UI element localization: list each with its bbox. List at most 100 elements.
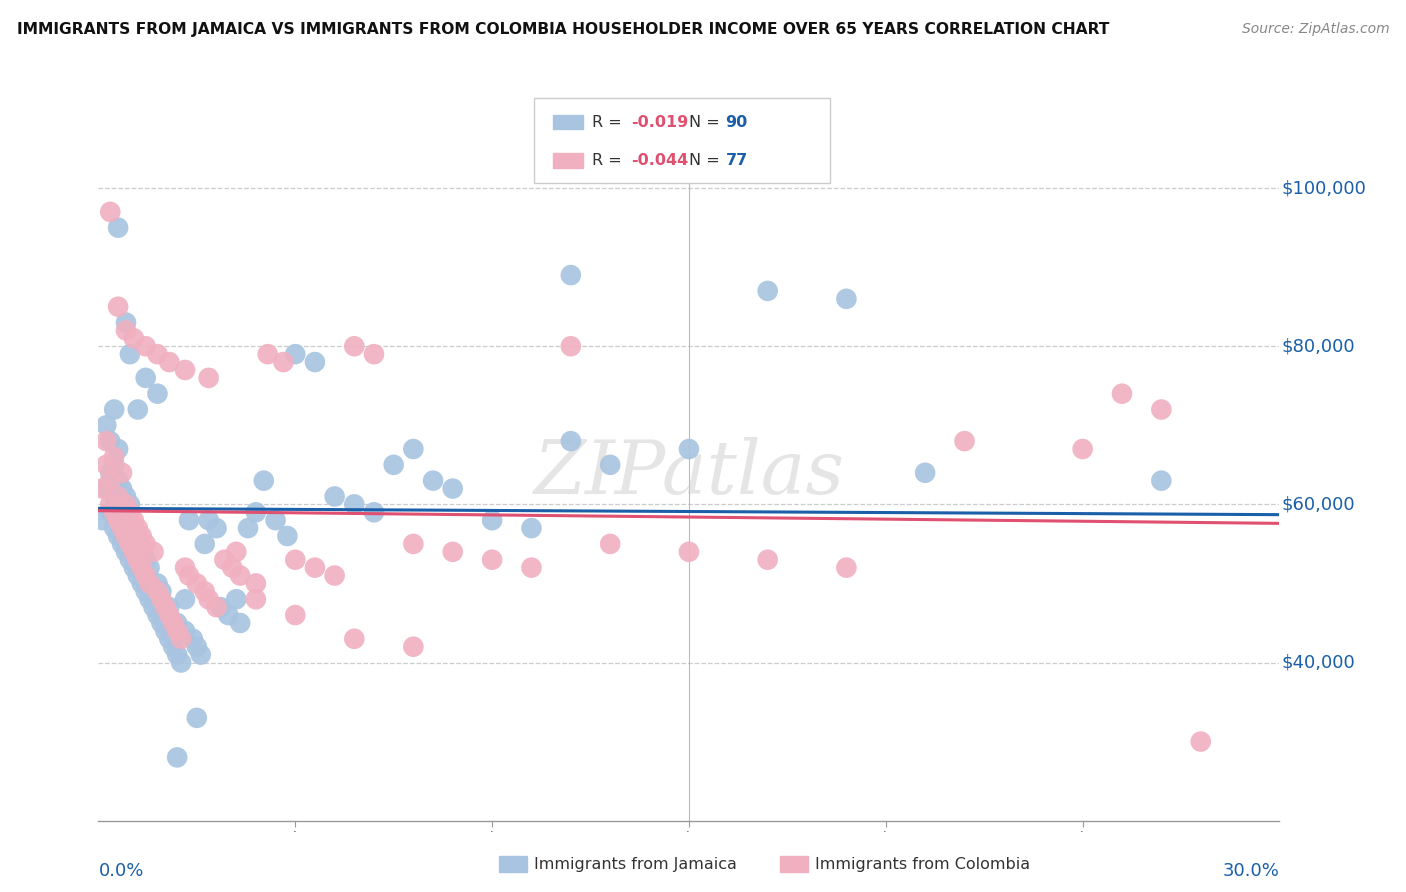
Point bbox=[138, 592, 160, 607]
Point bbox=[304, 355, 326, 369]
Point bbox=[135, 371, 157, 385]
Text: -0.019: -0.019 bbox=[631, 115, 689, 129]
Point bbox=[174, 624, 197, 638]
Point bbox=[157, 632, 180, 646]
Point bbox=[1150, 402, 1173, 417]
Point bbox=[107, 490, 129, 504]
Point bbox=[245, 505, 267, 519]
Point bbox=[599, 458, 621, 472]
Point bbox=[98, 466, 121, 480]
Text: 30.0%: 30.0% bbox=[1223, 863, 1279, 880]
Point bbox=[190, 648, 212, 662]
Point bbox=[181, 632, 204, 646]
Point bbox=[115, 513, 138, 527]
Point bbox=[520, 560, 543, 574]
Point bbox=[560, 339, 582, 353]
Point bbox=[402, 537, 425, 551]
Point bbox=[135, 537, 157, 551]
Point bbox=[111, 521, 134, 535]
Point bbox=[131, 545, 153, 559]
Point bbox=[229, 615, 252, 630]
Point bbox=[174, 560, 197, 574]
Point bbox=[382, 458, 405, 472]
Point bbox=[678, 442, 700, 456]
Point bbox=[135, 584, 157, 599]
Point bbox=[98, 497, 121, 511]
Point bbox=[98, 434, 121, 449]
Point bbox=[138, 560, 160, 574]
Point bbox=[256, 347, 278, 361]
Point bbox=[166, 615, 188, 630]
Point bbox=[150, 584, 173, 599]
Point bbox=[1071, 442, 1094, 456]
Text: ZIPatlas: ZIPatlas bbox=[533, 436, 845, 509]
Point bbox=[107, 497, 129, 511]
Point bbox=[177, 568, 200, 582]
Point bbox=[115, 497, 138, 511]
Point bbox=[131, 560, 153, 574]
Text: 90: 90 bbox=[725, 115, 748, 129]
Point bbox=[118, 537, 141, 551]
Point bbox=[98, 474, 121, 488]
Point bbox=[835, 560, 858, 574]
Point bbox=[115, 490, 138, 504]
Point bbox=[135, 568, 157, 582]
Point bbox=[146, 347, 169, 361]
Point bbox=[166, 624, 188, 638]
Point bbox=[221, 560, 243, 574]
Point bbox=[186, 576, 208, 591]
Point bbox=[118, 347, 141, 361]
Point bbox=[343, 497, 366, 511]
Point bbox=[142, 545, 165, 559]
Point bbox=[111, 482, 134, 496]
Point bbox=[103, 450, 125, 464]
Point bbox=[343, 339, 366, 353]
Point bbox=[186, 640, 208, 654]
Point bbox=[481, 553, 503, 567]
Point bbox=[115, 316, 138, 330]
Point bbox=[166, 648, 188, 662]
Point bbox=[103, 402, 125, 417]
Point bbox=[111, 505, 134, 519]
Point bbox=[111, 537, 134, 551]
Point bbox=[103, 490, 125, 504]
Point bbox=[122, 560, 145, 574]
Point bbox=[135, 339, 157, 353]
Point bbox=[363, 505, 385, 519]
Text: $80,000: $80,000 bbox=[1282, 337, 1355, 355]
Point bbox=[122, 545, 145, 559]
Point bbox=[115, 545, 138, 559]
Point bbox=[174, 363, 197, 377]
Point bbox=[402, 640, 425, 654]
Point bbox=[284, 553, 307, 567]
Point bbox=[422, 474, 444, 488]
Point bbox=[441, 545, 464, 559]
Point bbox=[229, 568, 252, 582]
Point bbox=[111, 466, 134, 480]
Point bbox=[225, 592, 247, 607]
Point bbox=[245, 592, 267, 607]
Point bbox=[146, 576, 169, 591]
Point bbox=[98, 505, 121, 519]
Point bbox=[323, 490, 346, 504]
Point bbox=[142, 600, 165, 615]
Point bbox=[273, 355, 295, 369]
Point bbox=[103, 458, 125, 472]
Point bbox=[91, 513, 114, 527]
Point bbox=[162, 640, 184, 654]
Point bbox=[284, 608, 307, 623]
Point bbox=[107, 442, 129, 456]
Point bbox=[150, 592, 173, 607]
Point bbox=[146, 584, 169, 599]
Point bbox=[146, 608, 169, 623]
Point bbox=[98, 205, 121, 219]
Point bbox=[135, 553, 157, 567]
Point bbox=[166, 750, 188, 764]
Point bbox=[170, 632, 193, 646]
Point bbox=[520, 521, 543, 535]
Point bbox=[118, 553, 141, 567]
Point bbox=[118, 497, 141, 511]
Point bbox=[236, 521, 259, 535]
Text: $100,000: $100,000 bbox=[1282, 179, 1367, 197]
Point bbox=[205, 521, 228, 535]
